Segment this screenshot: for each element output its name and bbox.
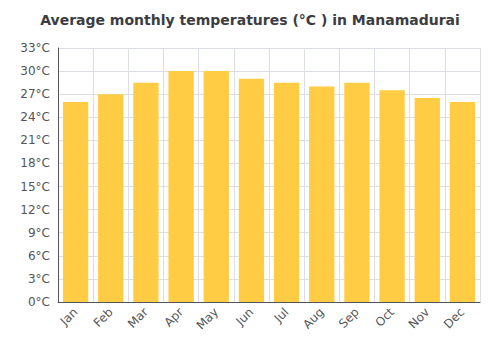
svg-text:Jan: Jan (57, 305, 81, 329)
svg-text:24°C: 24°C (20, 110, 50, 124)
svg-text:Sep: Sep (336, 305, 362, 331)
svg-text:Average monthly temperatures (: Average monthly temperatures (°C ) in Ma… (40, 12, 460, 28)
svg-text:21°C: 21°C (20, 133, 50, 147)
svg-text:33°C: 33°C (20, 41, 50, 55)
svg-text:6°C: 6°C (28, 249, 50, 263)
svg-text:Oct: Oct (372, 305, 397, 330)
svg-text:30°C: 30°C (20, 64, 50, 78)
svg-text:12°C: 12°C (20, 203, 50, 217)
svg-text:0°C: 0°C (28, 295, 50, 309)
svg-text:Mar: Mar (125, 305, 151, 331)
svg-text:Aug: Aug (300, 305, 326, 331)
svg-text:18°C: 18°C (20, 156, 50, 170)
svg-text:9°C: 9°C (28, 226, 50, 240)
svg-text:Jun: Jun (233, 305, 257, 329)
svg-text:Nov: Nov (406, 305, 432, 331)
svg-text:15°C: 15°C (20, 180, 50, 194)
svg-text:May: May (194, 305, 221, 332)
svg-text:27°C: 27°C (20, 87, 50, 101)
svg-text:Jul: Jul (271, 305, 292, 326)
svg-text:3°C: 3°C (28, 272, 50, 286)
svg-text:Dec: Dec (441, 305, 467, 331)
svg-text:Feb: Feb (91, 305, 116, 330)
svg-text:Apr: Apr (161, 305, 186, 330)
